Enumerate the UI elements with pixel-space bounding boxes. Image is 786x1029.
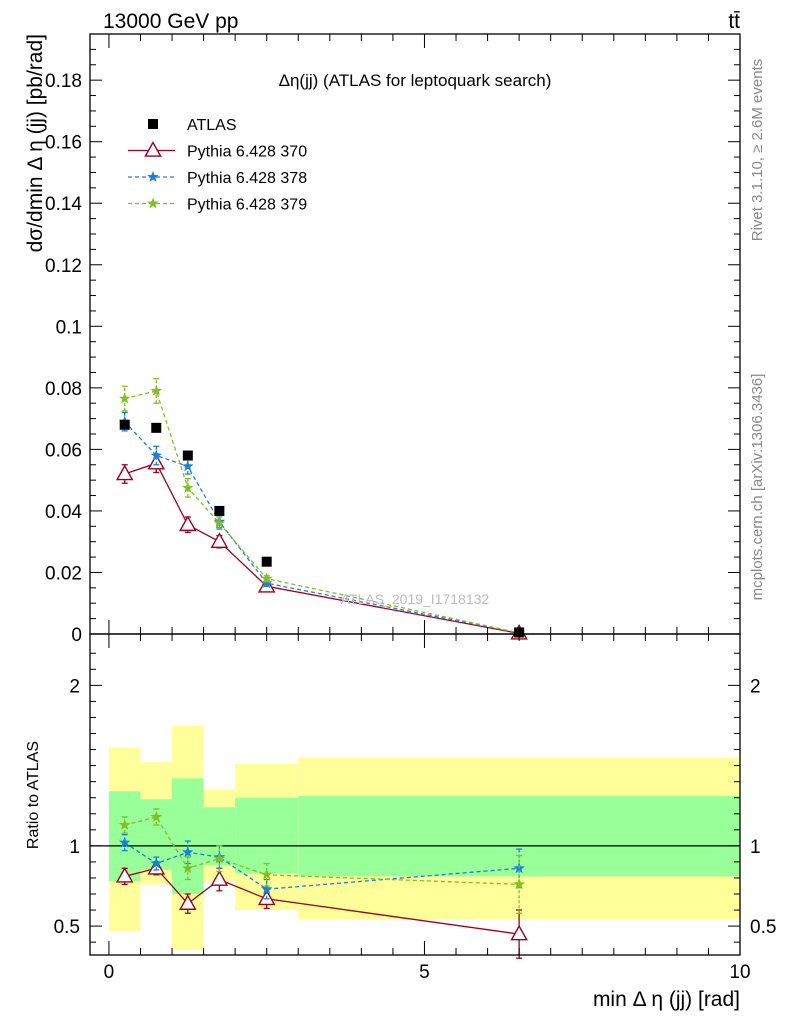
- pythia-379-marker-1: [150, 811, 162, 822]
- pythia-379-marker-0: [119, 819, 131, 830]
- pythia-370-line: [124, 462, 520, 635]
- legend-marker-atlas: [148, 119, 158, 129]
- legend-marker-370: [144, 141, 162, 157]
- legend: ATLAS Pythia 6.428 370 Pythia 6.428 378 Pyt…: [128, 117, 307, 214]
- pythia-378-marker-2: [182, 460, 194, 472]
- main-ytick-label: 0.06: [45, 440, 82, 461]
- main-y-axis-label: dσ/dmin Δ η (jj) [pb/rad]: [24, 34, 47, 252]
- pythia-378-line: [124, 421, 520, 634]
- legend-marker-378: [147, 171, 159, 182]
- main-ytick-label: 0: [71, 625, 82, 646]
- xtick-label: 10: [729, 962, 750, 983]
- uncertainty-band-inner: [235, 797, 299, 874]
- pythia-378-marker-2: [182, 846, 194, 858]
- pythia-378-marker-1: [150, 857, 162, 869]
- pythia-378-marker-4: [261, 577, 273, 589]
- pythia-370-marker-2: [179, 515, 197, 532]
- uncertainty-band-inner: [172, 778, 204, 895]
- atlas-marker-2: [182, 450, 193, 461]
- main-ytick-label: 0.18: [45, 71, 82, 92]
- xtick-label: 5: [419, 962, 430, 983]
- legend-marker-379: [147, 197, 159, 209]
- side-label-rivet: Rivet 3.1.10, ≥ 2.6M events: [749, 59, 766, 242]
- pythia-379-line: [124, 390, 520, 634]
- header-right: tt̄: [728, 10, 740, 33]
- pythia-379-marker-2: [182, 862, 194, 874]
- atlas-marker-1: [151, 422, 162, 433]
- atlas-marker-4: [261, 556, 272, 567]
- pythia-370-marker-2: [179, 894, 197, 910]
- x-axis: 0 5 10: [104, 34, 751, 983]
- main-ytick-label: 0.04: [45, 502, 82, 523]
- pythia-378-marker-0: [119, 836, 131, 848]
- pythia-379-marker-0: [119, 392, 131, 404]
- pythia-379-marker-3: [213, 852, 226, 864]
- pythia-379-marker-3: [213, 517, 226, 529]
- pythia-379-marker-2: [182, 481, 194, 493]
- pythia-370-marker-3: [210, 532, 229, 548]
- atlas-marker-3: [214, 505, 225, 516]
- side-label-mcplots: mcplots.cern.ch [arXiv:1306.3436]: [749, 374, 766, 601]
- pythia-379-marker-1: [150, 384, 162, 396]
- main-ytick-label: 0.12: [45, 256, 82, 277]
- ratio-panel-frame: [89, 633, 741, 956]
- ratio-ytick-label: 0.5: [54, 917, 80, 938]
- pythia-379-marker-4: [261, 868, 273, 880]
- header-left: 13000 GeV pp: [103, 10, 238, 33]
- main-ytick-label: 0.14: [45, 194, 82, 215]
- main-title: Δη(jj) (ATLAS for leptoquark search): [279, 71, 552, 90]
- pythia-378-marker-4: [261, 883, 273, 894]
- ratio-panel: 0.5 0.5 1 1 2 2 0 5 10 Ratio to ATLAS min Δ η (…: [25, 34, 776, 1011]
- atlas-marker-0: [119, 419, 130, 430]
- legend-label-378: Pythia 6.428 378: [187, 170, 307, 187]
- pythia-370-marker-5: [510, 924, 528, 941]
- uncertainty-band-inner: [108, 791, 141, 882]
- ratio-y-axis: 0.5 0.5 1 1 2 2: [54, 652, 776, 943]
- xtick-label: 0: [104, 962, 115, 983]
- main-ytick-label: 0.08: [45, 379, 82, 400]
- ratio-ytick-label: 2: [69, 676, 80, 697]
- legend-label-370: Pythia 6.428 370: [187, 144, 307, 161]
- pythia-370-marker-0: [115, 464, 134, 481]
- main-y-axis: 0 0.02 0.04 0.06 0.08 0.1 0.12 0.14 0.16 0.18: [45, 48, 740, 646]
- ratio-pythia-379-line: [124, 816, 520, 886]
- main-ytick-label: 0.02: [45, 563, 82, 584]
- ratio-ytick-label-right: 2: [750, 676, 761, 697]
- ratio-pythia-378-line: [124, 842, 520, 890]
- watermark: ATLAS_2019_I1718132: [341, 591, 490, 607]
- ratio-ytick-label: 1: [69, 837, 80, 858]
- legend-label-atlas: ATLAS: [187, 117, 237, 134]
- pythia-379-marker-5: [513, 878, 525, 890]
- main-ytick-label: 0.16: [45, 133, 82, 154]
- main-ytick-label: 0.1: [56, 317, 82, 338]
- ratio-ytick-label-right: 1: [750, 837, 761, 858]
- legend-label-379: Pythia 6.428 379: [187, 197, 307, 214]
- pythia-379-marker-4: [261, 572, 273, 584]
- ratio-ytick-label-right: 0.5: [750, 917, 776, 938]
- ratio-plot-area: [90, 725, 740, 959]
- ratio-y-axis-label: Ratio to ATLAS: [25, 741, 42, 849]
- pythia-378-marker-1: [150, 449, 162, 461]
- main-panel: 0 0.02 0.04 0.06 0.08 0.1 0.12 0.14 0.16 0.18 Δη(…: [24, 33, 741, 646]
- pythia-370-marker-3: [210, 870, 229, 886]
- pythia-370-marker-0: [115, 866, 134, 883]
- x-axis-label: min Δ η (jj) [rad]: [593, 988, 740, 1011]
